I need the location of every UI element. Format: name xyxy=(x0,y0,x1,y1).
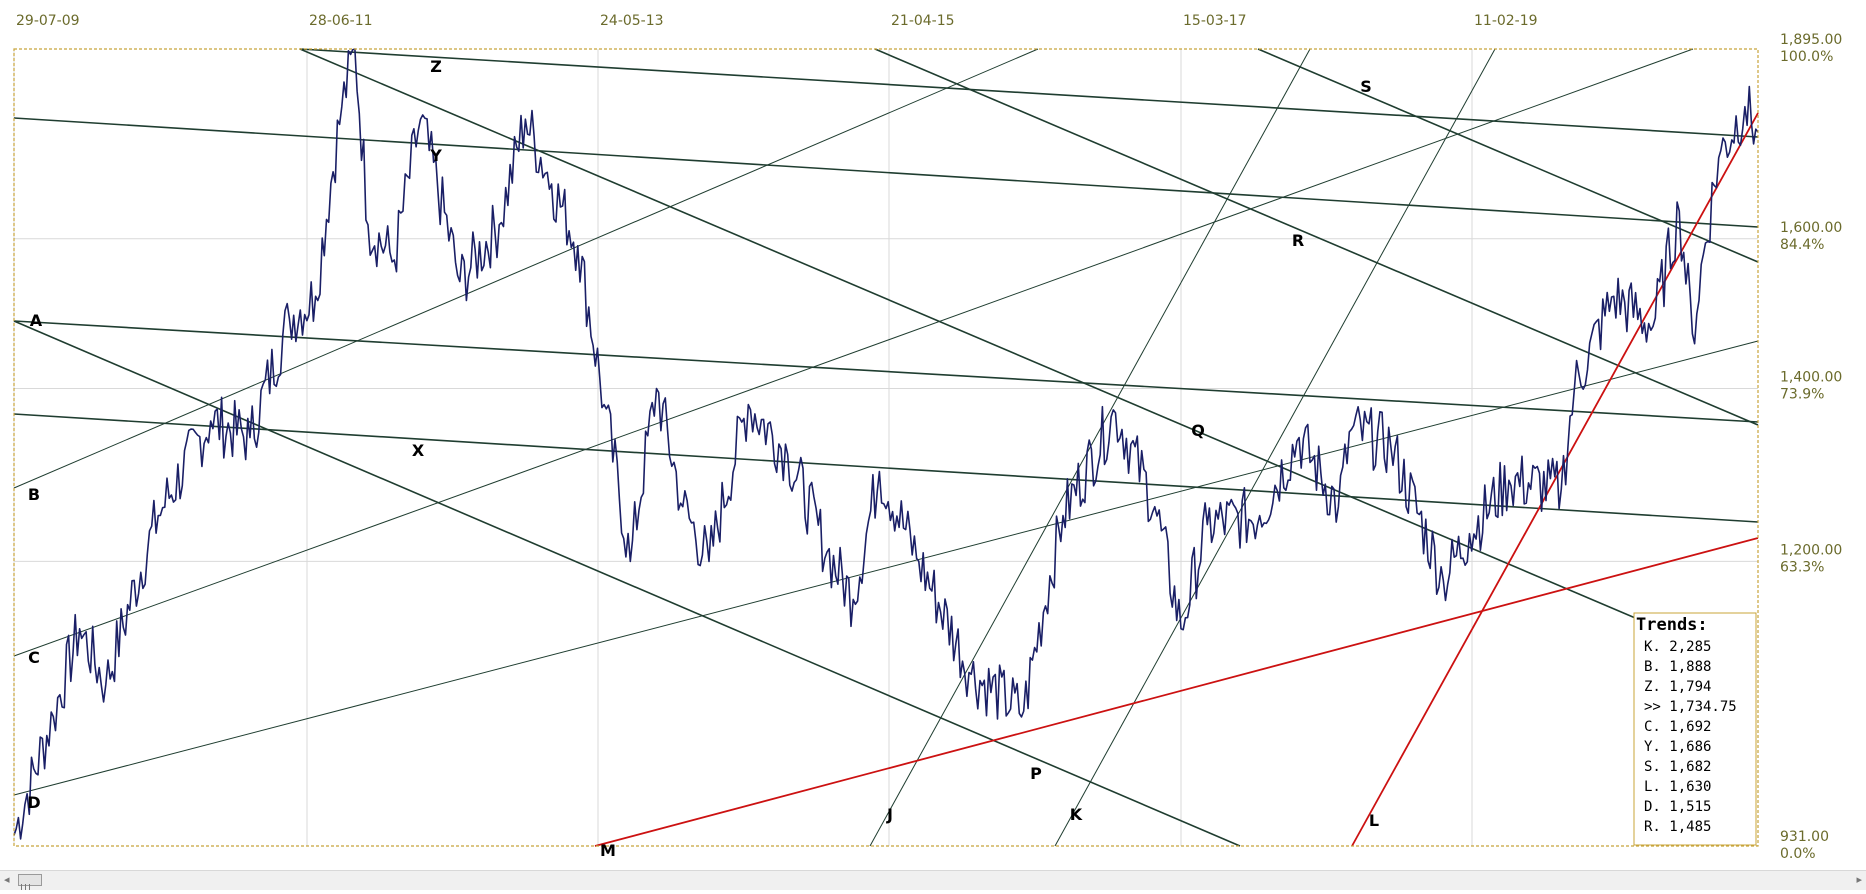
trendline-label-b: B xyxy=(28,485,40,504)
y-tick-percent: 100.0% xyxy=(1780,49,1833,65)
legend-item: Z. 1,794 xyxy=(1644,679,1711,695)
trendline-label-p: P xyxy=(1030,764,1042,783)
chart: 29-07-09 28-06-11 24-05-13 21-04-15 15-03-17… xyxy=(13,13,1842,862)
plot-border xyxy=(13,48,1759,847)
trendline-p xyxy=(13,320,1241,847)
price-series xyxy=(13,48,1759,840)
x-tick-label: 28-06-11 xyxy=(309,13,373,29)
trendline-label-l: L xyxy=(1369,811,1379,830)
legend-item: C. 1,692 xyxy=(1644,719,1711,735)
horizontal-scrollbar[interactable]: ◂ ▸ xyxy=(0,870,1866,890)
trendline-m xyxy=(594,537,1759,847)
trendline-y xyxy=(13,117,1759,228)
trendline-d xyxy=(13,340,1759,796)
trendline-label-z: Z xyxy=(430,57,442,76)
x-tick-label: 11-02-19 xyxy=(1474,13,1538,29)
y-tick-percent: 0.0% xyxy=(1780,846,1816,862)
legend-item: D. 1,515 xyxy=(1644,799,1711,815)
trendline-j xyxy=(869,48,1311,847)
legend-box xyxy=(1633,612,1757,846)
y-tick-percent: 73.9% xyxy=(1780,387,1824,403)
legend-item: L. 1,630 xyxy=(1644,779,1711,795)
trendline-z xyxy=(299,48,1759,138)
trendline-k xyxy=(1054,48,1496,847)
trendline-label-c: C xyxy=(28,648,40,667)
x-tick-label: 24-05-13 xyxy=(600,13,664,29)
trendline-label-a: A xyxy=(30,311,43,330)
trendline-x xyxy=(13,413,1759,523)
trendline-label-s: S xyxy=(1360,77,1372,96)
trendline-label-d: D xyxy=(27,793,40,812)
legend-item: K. 2,285 xyxy=(1644,639,1711,655)
chevron-right-icon[interactable]: ▸ xyxy=(1856,873,1862,886)
x-tick-label: 29-07-09 xyxy=(16,13,80,29)
y-tick-price: 1,400.00 xyxy=(1780,370,1842,386)
scroll-thumb[interactable] xyxy=(18,874,42,890)
trendline-a xyxy=(13,320,1759,423)
trendlines xyxy=(13,48,1759,847)
legend-item: R. 1,485 xyxy=(1644,819,1711,835)
trendline-s xyxy=(1257,48,1759,263)
y-tick-price: 931.00 xyxy=(1780,829,1829,845)
legend-item: Y. 1,686 xyxy=(1644,739,1711,755)
chevron-left-icon[interactable]: ◂ xyxy=(4,873,10,886)
x-axis: 29-07-09 28-06-11 24-05-13 21-04-15 15-03-17… xyxy=(16,13,1538,29)
trendline-label-q: Q xyxy=(1191,421,1205,440)
y-tick-percent: 63.3% xyxy=(1780,559,1824,575)
trendline-c xyxy=(13,48,1694,657)
trendline-label-x: X xyxy=(412,441,425,460)
legend-title: Trends: xyxy=(1636,615,1708,635)
x-tick-label: 15-03-17 xyxy=(1183,13,1247,29)
x-tick-label: 21-04-15 xyxy=(891,13,955,29)
price-line xyxy=(13,48,1759,840)
trendline-label-m: M xyxy=(600,841,616,860)
trendline-labels: A B C D X Y Z S R Q P J K L M xyxy=(27,57,1379,860)
trendline-label-k: K xyxy=(1070,805,1083,824)
y-tick-price: 1,895.00 xyxy=(1780,32,1842,48)
trendline-aux xyxy=(1080,360,1758,560)
plot-frame xyxy=(13,48,1759,847)
trendline-label-y: Y xyxy=(429,146,442,165)
y-tick-price: 1,600.00 xyxy=(1780,220,1842,236)
trendline-r xyxy=(874,48,1759,426)
legend-item: S. 1,682 xyxy=(1644,759,1711,775)
legend-item: >> 1,734.75 xyxy=(1644,699,1737,715)
y-tick-percent: 84.4% xyxy=(1780,237,1824,253)
legend: Trends: K. 2,285 B. 1,888 Z. 1,794 >> 1,734.… xyxy=(1633,612,1757,846)
y-tick-price: 1,200.00 xyxy=(1780,542,1842,558)
trendline-label-j: J xyxy=(886,805,893,824)
trendline-l xyxy=(1351,112,1759,847)
trendline-b xyxy=(13,48,1039,489)
legend-item: B. 1,888 xyxy=(1644,659,1711,675)
trendline-label-r: R xyxy=(1292,231,1304,250)
trendline-q xyxy=(299,48,1641,621)
